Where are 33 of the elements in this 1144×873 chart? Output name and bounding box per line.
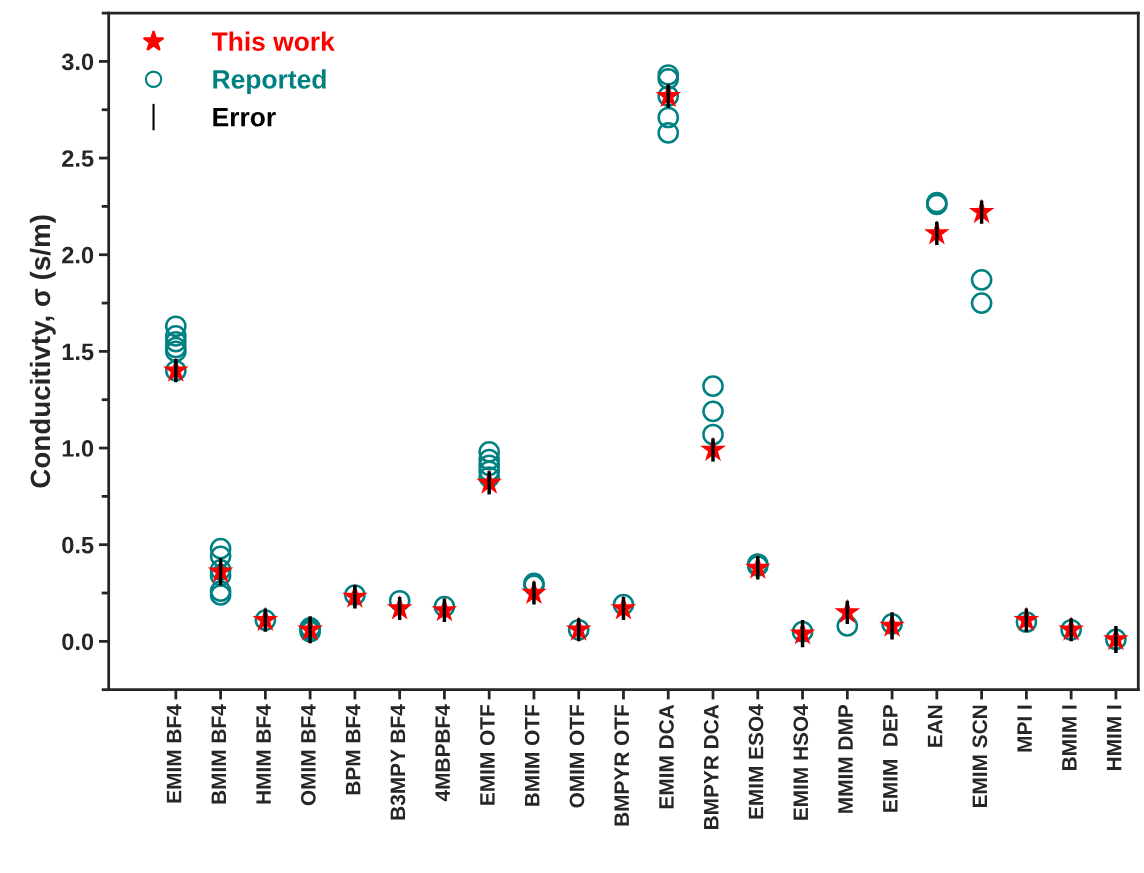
annotation: Error bbox=[213, 108, 276, 127]
x-tick-label: BPM BF4 bbox=[345, 704, 361, 795]
y-tick-label: 2.0 bbox=[62, 246, 94, 264]
x-tick-label: EMIM SCN bbox=[972, 705, 988, 808]
x-tick-label: 4MBPBF4 bbox=[435, 704, 450, 802]
x-tick-label: HMIM I bbox=[1106, 705, 1122, 770]
x-tick-label: EMIM OTF bbox=[480, 705, 495, 805]
x-tick-label: OMIM OTF bbox=[569, 705, 585, 808]
x-tick-label: B3MPY BF4 bbox=[390, 704, 406, 820]
x-tick-label: EAN bbox=[927, 705, 943, 747]
y-axis-title: Conducitivty, σ (s/m) bbox=[29, 215, 56, 488]
x-tick-label: EMIM DEP bbox=[883, 704, 898, 812]
x-tick-label: BMIM BF4 bbox=[211, 704, 226, 804]
x-tick-label: EMIM BF4 bbox=[166, 704, 182, 803]
x-tick-label: BMIM OTF bbox=[524, 705, 540, 806]
x-tick-label: BMIM I bbox=[1062, 705, 1077, 770]
y-tick-label: 0.0 bbox=[62, 633, 94, 651]
x-tick-label: BMPYR OTF bbox=[614, 705, 630, 826]
x-tick-label: OMIM BF4 bbox=[300, 704, 316, 806]
x-tick-label: HMIM BF4 bbox=[256, 704, 271, 804]
y-tick-label: 3.0 bbox=[61, 53, 94, 71]
legend-label: This work bbox=[211, 31, 335, 51]
legend-label: Reported bbox=[213, 69, 326, 94]
x-tick-label: EMIM ESO4 bbox=[748, 704, 764, 819]
x-tick-label: EMIM DCA bbox=[659, 704, 674, 809]
x-tick-label: MPI I bbox=[1017, 705, 1032, 752]
x-tick-label: EMIM HSO4 bbox=[793, 704, 809, 820]
y-tick-label: 2.5 bbox=[62, 150, 94, 167]
x-tick-label: BMPYR DCA bbox=[703, 704, 719, 830]
y-tick-label: 0.5 bbox=[62, 536, 94, 554]
x-tick-label: MMIM DMP bbox=[838, 704, 853, 813]
y-tick-label: 1.5 bbox=[62, 343, 94, 361]
y-tick-label: 1.0 bbox=[62, 440, 94, 457]
